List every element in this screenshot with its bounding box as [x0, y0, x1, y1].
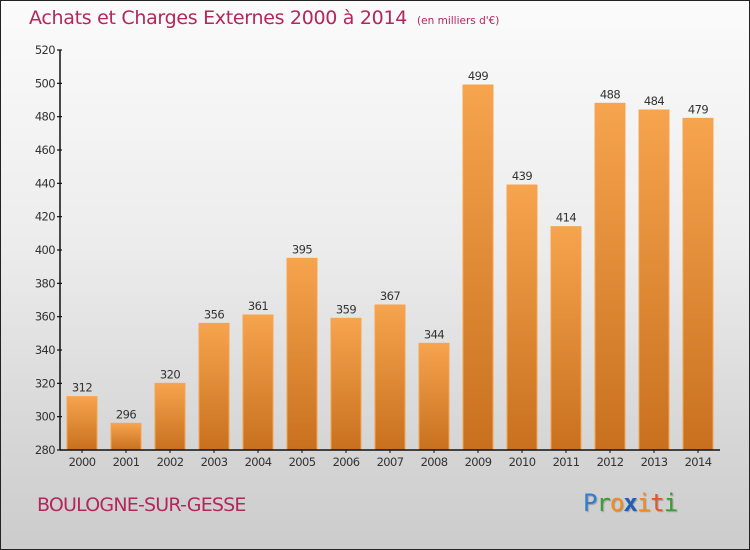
logo-letter: t: [650, 489, 664, 517]
x-tick-label: 2006: [333, 455, 360, 469]
x-tick-label: 2009: [465, 455, 492, 469]
bar-value-label: 312: [72, 381, 92, 395]
bar: [198, 322, 230, 451]
city-name: BOULOGNE-SUR-GESSE: [37, 494, 246, 516]
y-tick-label: 400: [35, 243, 55, 257]
x-tick-label: 2012: [597, 455, 624, 469]
x-tick-label: 2014: [685, 455, 712, 469]
x-tick-label: 2003: [201, 455, 228, 469]
x-tick-label: 2005: [289, 455, 316, 469]
y-tick-label: 480: [35, 110, 55, 124]
logo-letter: x: [623, 489, 637, 517]
bar-value-label: 484: [644, 94, 664, 108]
bar: [638, 109, 670, 451]
y-tick-label: 440: [35, 176, 55, 190]
y-tick-label: 520: [35, 43, 55, 57]
chart-subtitle: (en milliers d'€): [417, 15, 500, 27]
x-tick-label: 2010: [509, 455, 536, 469]
bar: [374, 304, 406, 451]
x-tick-label: 2011: [553, 455, 580, 469]
bar-value-label: 356: [204, 307, 224, 321]
bar-value-label: 479: [688, 102, 708, 116]
bar-value-label: 344: [424, 327, 444, 341]
x-tick-label: 2000: [69, 455, 96, 469]
y-tick-label: 340: [35, 343, 55, 357]
bar-value-label: 414: [556, 211, 576, 225]
bar: [330, 317, 362, 451]
y-tick-label: 360: [35, 310, 55, 324]
bar-value-label: 439: [512, 169, 532, 183]
bar: [506, 184, 538, 451]
x-tick-label: 2002: [157, 455, 184, 469]
bar-value-label: 296: [116, 407, 136, 421]
bar-value-label: 499: [468, 69, 488, 83]
logo-letter: P: [583, 489, 597, 517]
y-tick-label: 420: [35, 210, 55, 224]
y-tick-label: 380: [35, 276, 55, 290]
bar: [286, 257, 318, 451]
y-tick-label: 500: [35, 76, 55, 90]
bar: [242, 314, 274, 451]
x-tick-label: 2001: [113, 455, 140, 469]
logo-letter: o: [609, 489, 624, 517]
x-axis: 2000 2001 2002 2003 2004 2005 2006 2007 2008 2009…: [60, 449, 720, 469]
bar: [682, 117, 714, 451]
bar: [66, 396, 98, 451]
proxiti-logo: Proxiti: [583, 489, 678, 517]
bar: [154, 382, 186, 451]
y-axis: 280 300 320 340 360 380 400 420 440 460 480 500 520: [35, 43, 62, 457]
y-tick-label: 300: [35, 410, 55, 424]
bar: [550, 226, 582, 451]
bars: 312 296 320 356 361 395 359 367 344 499 439 414 488 4…: [66, 69, 714, 451]
chart-title-text: Achats et Charges Externes 2000 à 2014: [29, 7, 408, 29]
bar: [594, 102, 626, 451]
bar-value-label: 320: [160, 367, 180, 381]
x-tick-label: 2008: [421, 455, 448, 469]
bar-value-label: 367: [380, 289, 400, 303]
chart-title: Achats et Charges Externes 2000 à 2014 (e…: [29, 7, 499, 29]
bar: [110, 422, 142, 451]
x-tick-label: 2013: [641, 455, 668, 469]
bar: [418, 342, 450, 451]
bar-value-label: 395: [292, 242, 312, 256]
y-tick-label: 280: [35, 443, 55, 457]
bar-value-label: 488: [600, 87, 620, 101]
bar-value-label: 361: [248, 299, 268, 313]
logo-letter: i: [636, 489, 651, 517]
logo-letter: i: [663, 489, 678, 517]
bar: [462, 84, 494, 451]
x-tick-label: 2004: [245, 455, 272, 469]
x-tick-label: 2007: [377, 455, 404, 469]
bar-value-label: 359: [336, 302, 356, 316]
y-tick-label: 460: [35, 143, 55, 157]
y-tick-label: 320: [35, 376, 55, 390]
logo-letter: r: [596, 489, 610, 517]
